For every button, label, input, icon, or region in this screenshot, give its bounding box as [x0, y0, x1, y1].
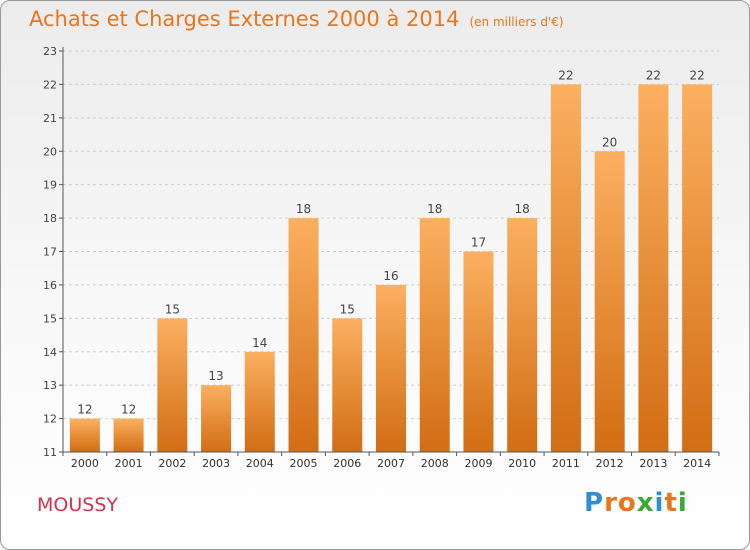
x-tick-label: 2002 — [158, 457, 186, 470]
bar-value-label: 20 — [602, 135, 617, 149]
x-tick-label: 2012 — [596, 457, 624, 470]
y-tick-label: 14 — [43, 346, 57, 359]
x-tick-label: 2005 — [290, 457, 318, 470]
x-tick-label: 2011 — [552, 457, 580, 470]
y-tick-label: 18 — [43, 212, 57, 225]
x-tick-label: 2000 — [71, 457, 99, 470]
bar-value-label: 18 — [427, 202, 442, 216]
y-tick-label: 23 — [43, 45, 57, 58]
x-tick-label: 2007 — [377, 457, 405, 470]
bar-value-label: 12 — [77, 403, 92, 417]
bar-value-label: 15 — [340, 302, 355, 316]
title-text: Achats et Charges Externes 2000 à 2014 — [29, 7, 460, 31]
y-tick-label: 22 — [43, 78, 57, 91]
bar — [682, 84, 713, 453]
bar-value-label: 16 — [383, 269, 398, 283]
logo-letter: t — [664, 488, 678, 518]
bar-value-label: 18 — [515, 202, 530, 216]
bar — [638, 84, 669, 453]
bar — [332, 318, 363, 452]
bar — [594, 151, 625, 452]
bar-value-label: 12 — [121, 403, 136, 417]
y-tick-label: 12 — [43, 413, 57, 426]
chart-title: Achats et Charges Externes 2000 à 2014 (e… — [29, 7, 564, 31]
x-tick-label: 2004 — [246, 457, 274, 470]
bar-value-label: 18 — [296, 202, 311, 216]
y-tick-label: 15 — [43, 312, 57, 325]
city-name: MOUSSY — [37, 494, 118, 516]
bar — [288, 218, 319, 452]
x-tick-label: 2010 — [508, 457, 536, 470]
bar-value-label: 14 — [252, 336, 267, 350]
logo-letter: x — [636, 488, 655, 518]
bar-value-label: 15 — [165, 302, 180, 316]
logo-letter: o — [617, 488, 637, 518]
bar — [113, 418, 144, 452]
bar — [550, 84, 581, 453]
unit-label: (en milliers d'€) — [469, 15, 564, 29]
bar-value-label: 22 — [646, 68, 661, 82]
bar — [244, 351, 275, 452]
y-tick-label: 13 — [43, 379, 57, 392]
bar-value-label: 17 — [471, 236, 486, 250]
x-tick-label: 2009 — [464, 457, 492, 470]
y-tick-label: 19 — [43, 179, 57, 192]
bar — [201, 385, 232, 452]
logo-letter: P — [584, 488, 605, 518]
y-tick-label: 20 — [43, 145, 57, 158]
y-tick-label: 21 — [43, 112, 57, 125]
y-tick-label: 11 — [43, 446, 57, 459]
bar-value-label: 22 — [689, 68, 704, 82]
x-tick-label: 2003 — [202, 457, 230, 470]
y-tick-label: 16 — [43, 279, 57, 292]
bar — [376, 284, 406, 452]
x-tick-label: 2006 — [333, 457, 361, 470]
proxiti-logo[interactable]: Proxiti — [584, 488, 688, 518]
y-tick-label: 17 — [43, 246, 57, 259]
bar — [69, 418, 100, 452]
bar-value-label: 22 — [558, 68, 573, 82]
x-tick-label: 2013 — [639, 457, 667, 470]
x-tick-label: 2014 — [683, 457, 711, 470]
bar — [157, 318, 188, 452]
logo-letter: r — [604, 488, 618, 518]
bar — [419, 218, 450, 452]
x-tick-label: 2008 — [421, 457, 449, 470]
bar-value-label: 13 — [208, 369, 223, 383]
logo-letter: i — [654, 488, 665, 518]
bar — [463, 251, 494, 452]
bar — [507, 218, 538, 452]
x-tick-label: 2001 — [115, 457, 143, 470]
logo-letter: i — [677, 488, 688, 518]
